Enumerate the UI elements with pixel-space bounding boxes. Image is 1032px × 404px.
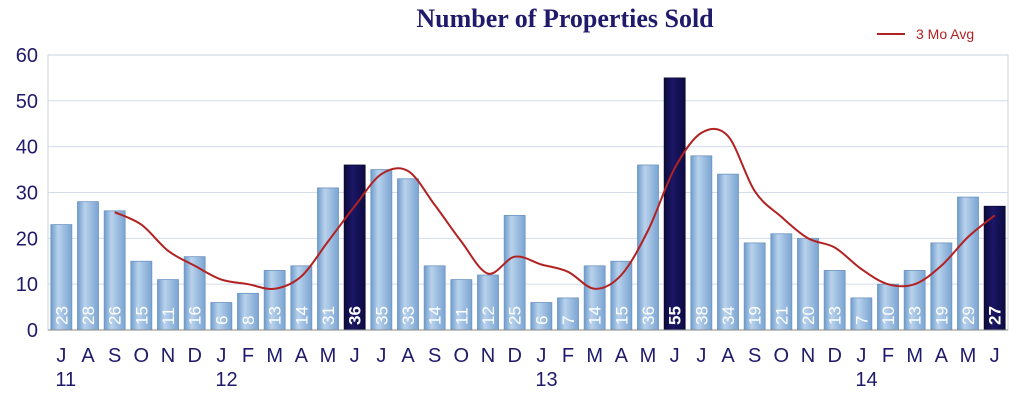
- x-tick-label: S: [108, 345, 121, 367]
- bar-value-label: 33: [399, 306, 418, 325]
- legend: 3 Mo Avg: [877, 26, 974, 42]
- y-tick-label: 40: [16, 137, 38, 159]
- bar-value-label: 29: [959, 306, 978, 325]
- bar: [370, 169, 393, 331]
- bar-value-label: 35: [372, 306, 391, 325]
- bar-value-label: 7: [852, 316, 871, 325]
- bar-highlight: [663, 77, 686, 331]
- y-tick-label: 0: [27, 320, 38, 342]
- chart-title: Number of Properties Sold: [416, 4, 714, 33]
- x-tick-label: N: [801, 345, 815, 367]
- x-tick-label: A: [615, 345, 629, 367]
- x-tick-label: J: [350, 345, 360, 367]
- x-tick-label: J: [536, 345, 546, 367]
- y-tick-label: 60: [16, 45, 38, 67]
- x-tick-label: A: [295, 345, 309, 367]
- bar-value-label: 14: [292, 306, 311, 325]
- year-label: 11: [55, 369, 76, 391]
- bar-value-label: 14: [426, 306, 445, 325]
- x-tick-label: A: [81, 345, 95, 367]
- x-tick-label: J: [56, 345, 66, 367]
- y-tick-label: 20: [16, 228, 38, 250]
- y-tick-label: 30: [16, 183, 38, 205]
- bar-value-label: 6: [212, 316, 231, 325]
- y-tick-label: 10: [16, 274, 38, 296]
- year-label: 12: [215, 369, 237, 391]
- bar-value-label: 25: [506, 306, 525, 325]
- bar-value-label: 14: [586, 306, 605, 325]
- bar-highlight: [343, 164, 366, 331]
- bar-value-label: 10: [879, 306, 898, 325]
- bar-value-label: 28: [79, 306, 98, 325]
- avg-line-layer: [114, 127, 996, 291]
- bar-value-label: 31: [319, 306, 338, 325]
- bar: [637, 164, 659, 331]
- x-tick-label: J: [670, 345, 680, 367]
- bar-value-label: 12: [479, 306, 498, 325]
- x-tick-label: M: [320, 345, 337, 367]
- bar-value-label: 13: [266, 306, 285, 325]
- bar-value-label: 55: [666, 306, 685, 325]
- bar-value-label: 8: [239, 316, 258, 325]
- x-tick-label: A: [721, 345, 735, 367]
- x-tick-label: D: [187, 345, 201, 367]
- year-label: 13: [535, 369, 557, 391]
- bar-value-label: 26: [106, 306, 125, 325]
- bar-value-label: 20: [799, 306, 818, 325]
- x-tick-label: S: [748, 345, 761, 367]
- bar-value-label: 15: [612, 306, 631, 325]
- x-tick-label: M: [640, 345, 657, 367]
- x-tick-label: D: [827, 345, 841, 367]
- legend-label: 3 Mo Avg: [916, 26, 974, 42]
- year-label: 14: [855, 369, 877, 391]
- x-tick-label: A: [935, 345, 949, 367]
- bar-value-label: 21: [772, 306, 791, 325]
- bar-layer: 23 28 26 15 11 16 6 8 13 14 31 36 35 33 14 11 12 25 6 7 14 15…: [50, 77, 1006, 331]
- grid-layer: [47, 54, 1009, 331]
- x-tick-label: D: [507, 345, 521, 367]
- x-tick-label: J: [376, 345, 386, 367]
- x-tick-label: J: [216, 345, 226, 367]
- bar-value-label: 11: [452, 307, 471, 325]
- x-tick-label: M: [906, 345, 923, 367]
- bar-value-label: 13: [906, 306, 925, 325]
- bar-value-label: 36: [639, 306, 658, 325]
- x-tick-label: J: [990, 345, 1000, 367]
- bar-value-label: 7: [559, 316, 578, 325]
- x-tick-label: N: [481, 345, 495, 367]
- x-tick-label: N: [161, 345, 175, 367]
- x-tick-label: S: [428, 345, 441, 367]
- bar-value-label: 34: [719, 306, 738, 325]
- bar-value-label: 19: [932, 306, 951, 325]
- x-tick-label: M: [960, 345, 977, 367]
- bar-value-label: 15: [132, 306, 151, 325]
- x-tick-label: M: [266, 345, 283, 367]
- bar-value-label: 11: [159, 307, 178, 325]
- y-tick-label: 50: [16, 91, 38, 113]
- bar-value-label: 38: [692, 306, 711, 325]
- x-tick-label: F: [242, 345, 254, 367]
- bar-value-label: 27: [986, 306, 1005, 325]
- x-tick-label: J: [696, 345, 706, 367]
- x-tick-label: O: [774, 345, 790, 367]
- x-tick-label: M: [586, 345, 603, 367]
- x-tick-label: A: [401, 345, 415, 367]
- bar-value-label: 6: [532, 316, 551, 325]
- bar: [690, 155, 713, 331]
- x-tick-label: J: [856, 345, 866, 367]
- x-tick-label: F: [882, 345, 894, 367]
- x-tick-label: F: [562, 345, 574, 367]
- avg-line: [114, 127, 996, 291]
- bar-value-label: 19: [746, 306, 765, 325]
- bar-value-label: 13: [826, 306, 845, 325]
- x-tick-label: O: [134, 345, 150, 367]
- x-tick-label: O: [454, 345, 470, 367]
- bar-value-label: 16: [186, 306, 205, 325]
- bar-value-label: 36: [346, 306, 365, 325]
- bar-value-label: 23: [52, 306, 71, 325]
